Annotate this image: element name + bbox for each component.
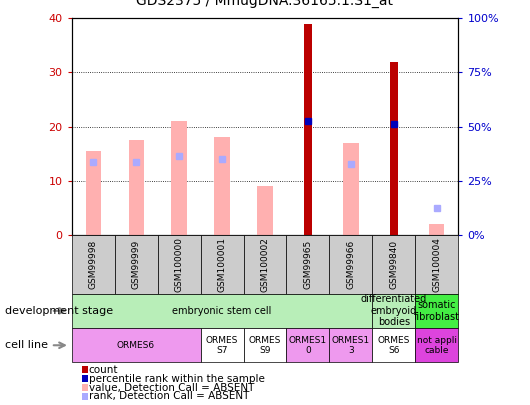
Text: count: count [89,365,118,375]
Bar [330,328,373,362]
Text: GSM99840: GSM99840 [390,240,399,289]
Text: ORMES6: ORMES6 [117,341,155,350]
Bar [373,235,416,294]
Text: embryonic stem cell: embryonic stem cell [172,306,272,316]
Bar [416,294,458,328]
Bar [287,328,330,362]
Text: GSM99999: GSM99999 [131,240,140,289]
Bar [172,121,187,235]
Text: differentiated
embryoid
bodies: differentiated embryoid bodies [361,294,427,327]
Text: cell line: cell line [5,340,48,350]
Text: GSM100001: GSM100001 [217,237,226,292]
Bar [416,328,458,362]
Text: ORMES1
0: ORMES1 0 [289,336,327,355]
Bar [390,62,398,235]
Text: GSM100002: GSM100002 [261,237,269,292]
Bar [304,23,312,235]
Bar [373,294,416,328]
Text: ORMES
S7: ORMES S7 [206,336,238,355]
Text: GSM100000: GSM100000 [174,237,183,292]
Text: percentile rank within the sample: percentile rank within the sample [89,374,264,384]
Text: somatic
fibroblast: somatic fibroblast [414,300,460,322]
Text: ORMES1
3: ORMES1 3 [332,336,370,355]
Bar [330,235,373,294]
Text: GSM99965: GSM99965 [304,240,313,289]
Text: rank, Detection Call = ABSENT: rank, Detection Call = ABSENT [89,392,249,401]
Bar [72,294,373,328]
Bar [343,143,358,235]
Bar [215,137,229,235]
Text: GDS2375 / MmugDNA.36165.1.S1_at: GDS2375 / MmugDNA.36165.1.S1_at [137,0,393,8]
Bar [114,235,157,294]
Bar [243,235,287,294]
Bar [200,328,243,362]
Text: GSM99998: GSM99998 [89,240,98,289]
Text: ORMES
S9: ORMES S9 [249,336,281,355]
Text: development stage: development stage [5,306,113,316]
Bar [85,151,101,235]
Bar [429,224,445,235]
Bar [373,328,416,362]
Bar [72,328,200,362]
Bar [157,235,200,294]
Text: not appli
cable: not appli cable [417,336,457,355]
Bar [200,235,243,294]
Text: GSM100004: GSM100004 [432,237,441,292]
Text: value, Detection Call = ABSENT: value, Detection Call = ABSENT [89,383,254,392]
Bar [416,235,458,294]
Text: ORMES
S6: ORMES S6 [378,336,410,355]
Bar [72,235,114,294]
Bar [258,186,272,235]
Bar [243,328,287,362]
Bar [128,140,144,235]
Text: GSM99966: GSM99966 [347,240,356,289]
Bar [287,235,330,294]
